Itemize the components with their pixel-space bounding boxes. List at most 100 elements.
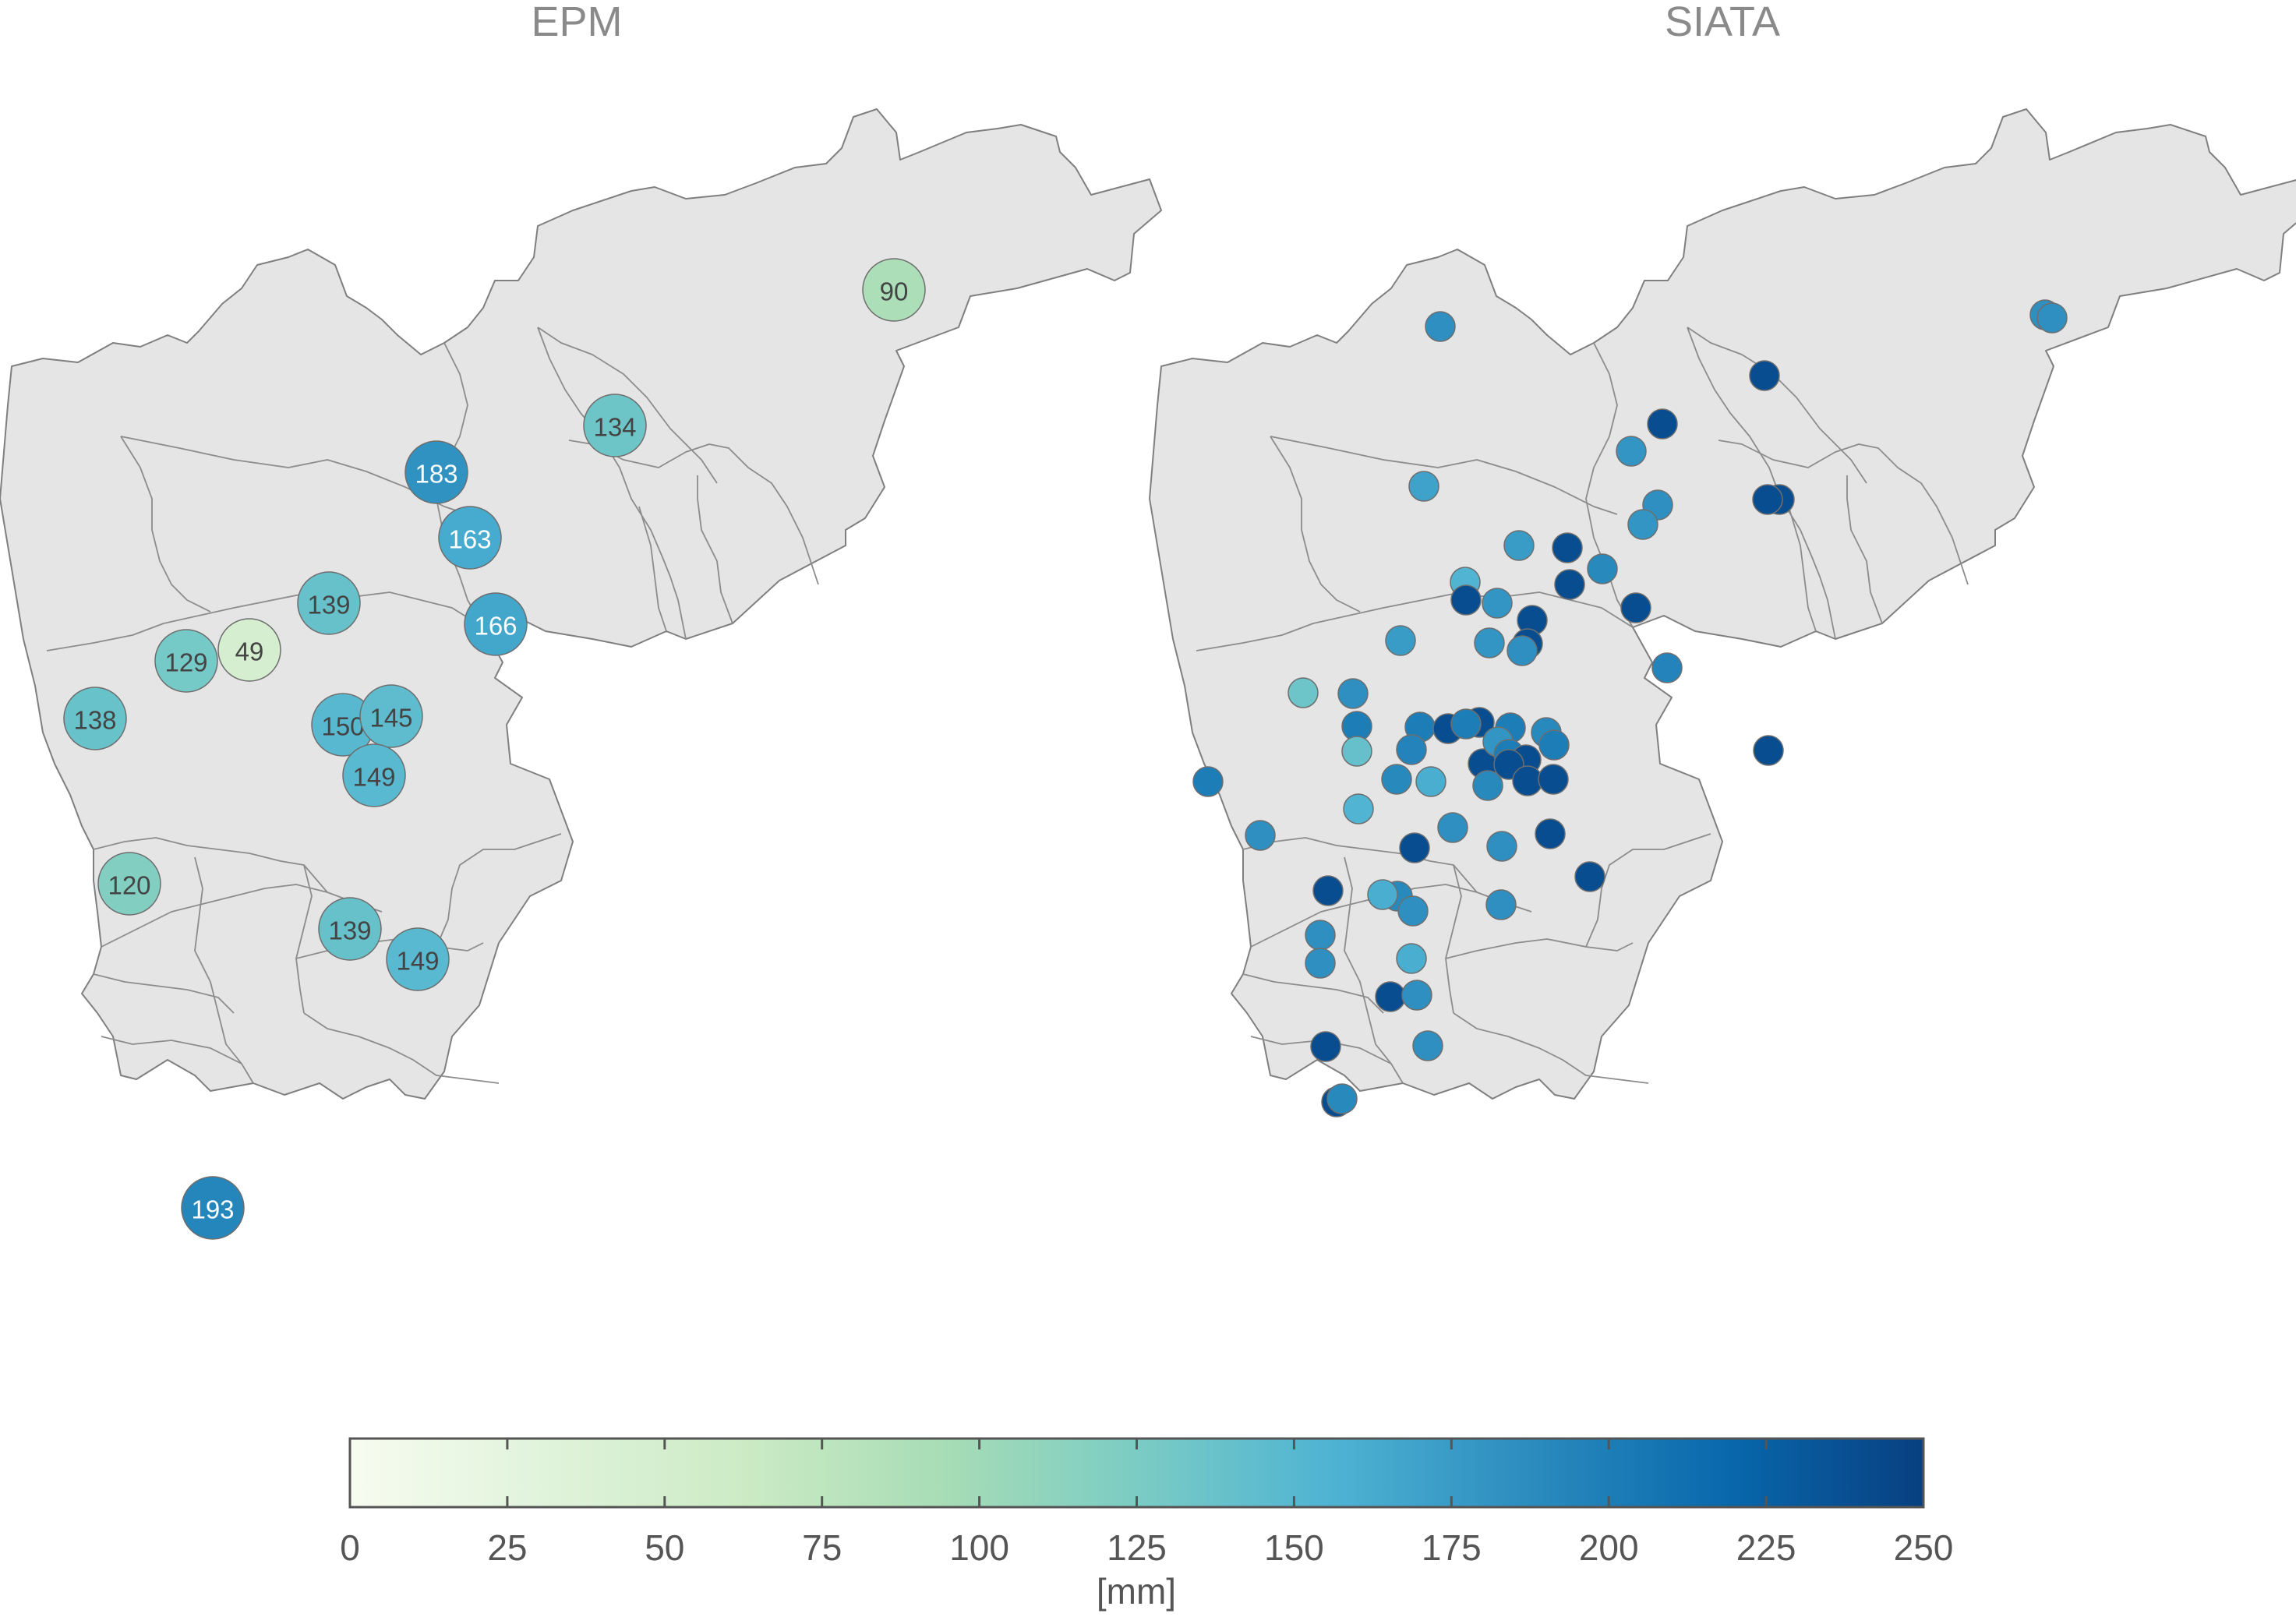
station-value-label: 139 — [328, 916, 371, 945]
station-value-label: 134 — [593, 413, 636, 442]
colorbar-tick-label: 225 — [1736, 1527, 1796, 1568]
colorbar: 0 25 50 75 100 125 150 175 200 225 250 [mm] — [340, 1437, 1954, 1612]
station-marker-siata — [1326, 1083, 1358, 1114]
colorbar-tick-label: 100 — [949, 1527, 1009, 1568]
station-value-label: 120 — [108, 871, 150, 900]
station-marker-siata — [1512, 765, 1543, 796]
station-marker-siata — [1385, 625, 1416, 656]
station-marker-epm — [342, 743, 406, 807]
stations-siata — [1192, 299, 2068, 1117]
station-value-label: 138 — [73, 706, 116, 735]
station-marker-siata — [1752, 484, 1783, 515]
station-marker-siata — [1450, 708, 1482, 740]
station-marker-epm — [583, 394, 647, 457]
panel-title-epm: EPM — [531, 0, 623, 45]
colorbar-tick-label: 75 — [802, 1527, 842, 1568]
panel-title-siata: SIATA — [1664, 0, 1781, 45]
station-marker-epm — [464, 592, 528, 656]
station-marker-siata — [1397, 895, 1429, 927]
stations-epm: 90 134 183 163 139 166 129 49 138 150 145 149 120 139… — [63, 258, 926, 1240]
station-marker-epm — [386, 927, 450, 991]
station-marker-siata — [1288, 677, 1319, 708]
station-value-label: 49 — [235, 637, 264, 666]
station-marker-epm — [217, 618, 281, 682]
station-marker-siata — [1375, 981, 1406, 1012]
station-marker-siata — [1554, 569, 1585, 600]
station-marker-epm — [63, 687, 127, 750]
station-marker-siata — [1647, 408, 1678, 440]
station-marker-siata — [1538, 729, 1570, 761]
station-marker-epm — [97, 852, 161, 916]
station-value-label: 150 — [321, 712, 364, 741]
station-marker-siata — [1538, 764, 1569, 795]
station-marker-siata — [2036, 302, 2068, 334]
colorbar-tick-label: 125 — [1107, 1527, 1167, 1568]
station-marker-siata — [1343, 793, 1374, 824]
station-marker-siata — [1305, 920, 1336, 951]
station-value-label: 166 — [474, 612, 517, 641]
station-marker-siata — [1485, 889, 1517, 920]
station-value-label: 139 — [307, 591, 350, 620]
station-marker-siata — [1310, 1031, 1341, 1062]
station-marker-siata — [1341, 736, 1372, 767]
station-marker-siata — [1337, 678, 1369, 709]
station-marker-siata — [1450, 584, 1482, 616]
station-marker-siata — [1651, 652, 1683, 683]
station-marker-siata — [1753, 735, 1784, 766]
basin-map-siata — [1149, 108, 2296, 1100]
station-value-label: 163 — [448, 525, 491, 554]
station-value-label: 193 — [191, 1195, 234, 1224]
station-marker-siata — [1192, 766, 1224, 797]
station-marker-siata — [1503, 530, 1535, 561]
station-marker-siata — [1399, 832, 1430, 863]
station-marker-siata — [1401, 980, 1432, 1011]
station-marker-epm — [359, 684, 423, 748]
station-value-label: 90 — [880, 277, 909, 306]
station-marker-epm — [862, 258, 926, 322]
basin-map-epm — [0, 108, 1162, 1100]
station-marker-epm — [181, 1176, 245, 1240]
colorbar-tick-label: 250 — [1894, 1527, 1954, 1568]
station-marker-epm — [404, 440, 468, 504]
station-marker-siata — [1472, 770, 1503, 801]
colorbar-unit-label: [mm] — [1097, 1571, 1176, 1612]
station-marker-siata — [1396, 734, 1427, 765]
station-marker-epm — [297, 571, 361, 635]
station-marker-siata — [1245, 820, 1276, 851]
station-marker-siata — [1474, 627, 1505, 658]
station-value-label: 129 — [164, 648, 207, 677]
station-marker-siata — [1408, 471, 1439, 502]
station-marker-siata — [1486, 831, 1517, 862]
station-marker-siata — [1620, 592, 1651, 623]
station-marker-siata — [1535, 818, 1566, 849]
station-marker-siata — [1367, 879, 1398, 910]
station-marker-siata — [1574, 861, 1605, 892]
station-marker-siata — [1482, 588, 1513, 619]
station-marker-epm — [154, 629, 218, 693]
station-marker-siata — [1437, 812, 1468, 843]
station-value-label: 149 — [352, 763, 395, 792]
colorbar-tick-label: 150 — [1264, 1527, 1324, 1568]
station-marker-siata — [1396, 943, 1427, 974]
colorbar-tick-label: 200 — [1579, 1527, 1639, 1568]
station-marker-epm — [438, 506, 502, 570]
station-marker-siata — [1312, 875, 1344, 906]
station-marker-siata — [1507, 635, 1538, 666]
station-marker-siata — [1381, 764, 1412, 795]
colorbar-tick-label: 175 — [1422, 1527, 1482, 1568]
station-value-label: 183 — [415, 460, 457, 489]
station-marker-siata — [1749, 360, 1780, 391]
station-marker-siata — [1552, 532, 1583, 563]
colorbar-tick-label: 25 — [487, 1527, 527, 1568]
colorbar-tick-label: 50 — [645, 1527, 684, 1568]
station-marker-siata — [1587, 553, 1618, 584]
station-marker-siata — [1616, 436, 1647, 467]
station-value-label: 145 — [369, 704, 412, 733]
colorbar-gradient — [348, 1437, 1925, 1509]
station-marker-siata — [1415, 766, 1446, 797]
station-marker-siata — [1305, 948, 1336, 979]
station-value-label: 149 — [396, 947, 439, 976]
station-marker-siata — [1627, 509, 1658, 540]
colorbar-tick-label: 0 — [340, 1527, 360, 1568]
